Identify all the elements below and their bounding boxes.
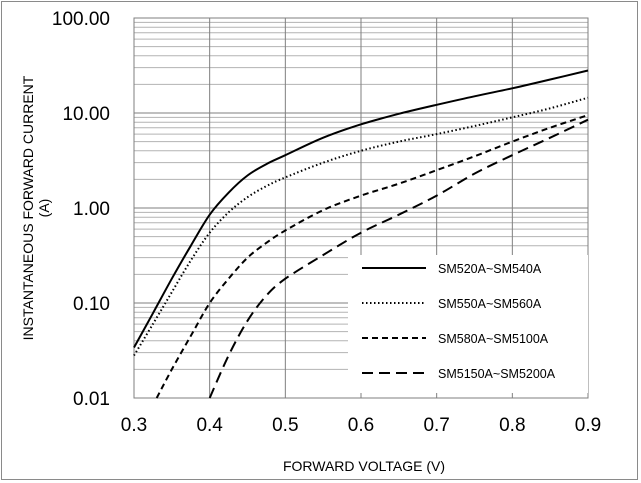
x-tick-label: 0.9 — [575, 415, 601, 436]
legend-label-3: SM580A~SM5100A — [438, 332, 549, 346]
y-axis-label-line1: INSTANTANEOUS FORWARD CURRENT — [20, 75, 36, 340]
plot-area-border — [133, 17, 589, 399]
y-tick-label: 0.01 — [73, 389, 110, 410]
y-tick-label: 1.00 — [73, 199, 110, 220]
x-tick-label: 0.6 — [348, 415, 374, 436]
x-tick-label: 0.4 — [196, 415, 223, 436]
x-tick-label: 0.3 — [121, 415, 147, 436]
legend-label-2: SM550A~SM560A — [438, 297, 542, 311]
legend-label-1: SM520A~SM540A — [438, 262, 542, 276]
x-tick-label: 0.5 — [272, 415, 298, 436]
legend-label-4: SM5150A~SM5200A — [438, 367, 556, 381]
legend: SM520A~SM540A SM550A~SM560A SM580A~SM510… — [348, 255, 588, 393]
y-tick-label: 100.00 — [52, 9, 110, 30]
series-line-3 — [155, 114, 589, 399]
series-line-2 — [133, 96, 589, 357]
y-axis-label-line2: (A) — [36, 199, 52, 218]
x-tick-label: 0.7 — [423, 415, 449, 436]
curve-layer — [133, 69, 589, 399]
legend-box — [348, 255, 588, 393]
x-axis-label: FORWARD VOLTAGE (V) — [283, 458, 445, 474]
y-tick-label: 10.00 — [62, 104, 110, 125]
x-tick-label: 0.8 — [499, 415, 525, 436]
series-line-4 — [208, 118, 589, 399]
tick-label-layer: 0.01 0.10 1.00 10.00 100.00 0.3 0.4 0.5 0.6 0.7 0.… — [52, 9, 601, 436]
y-tick-label: 0.10 — [73, 294, 110, 315]
series-line-1 — [133, 69, 589, 348]
y-axis-label: INSTANTANEOUS FORWARD CURRENT (A) — [20, 75, 52, 340]
